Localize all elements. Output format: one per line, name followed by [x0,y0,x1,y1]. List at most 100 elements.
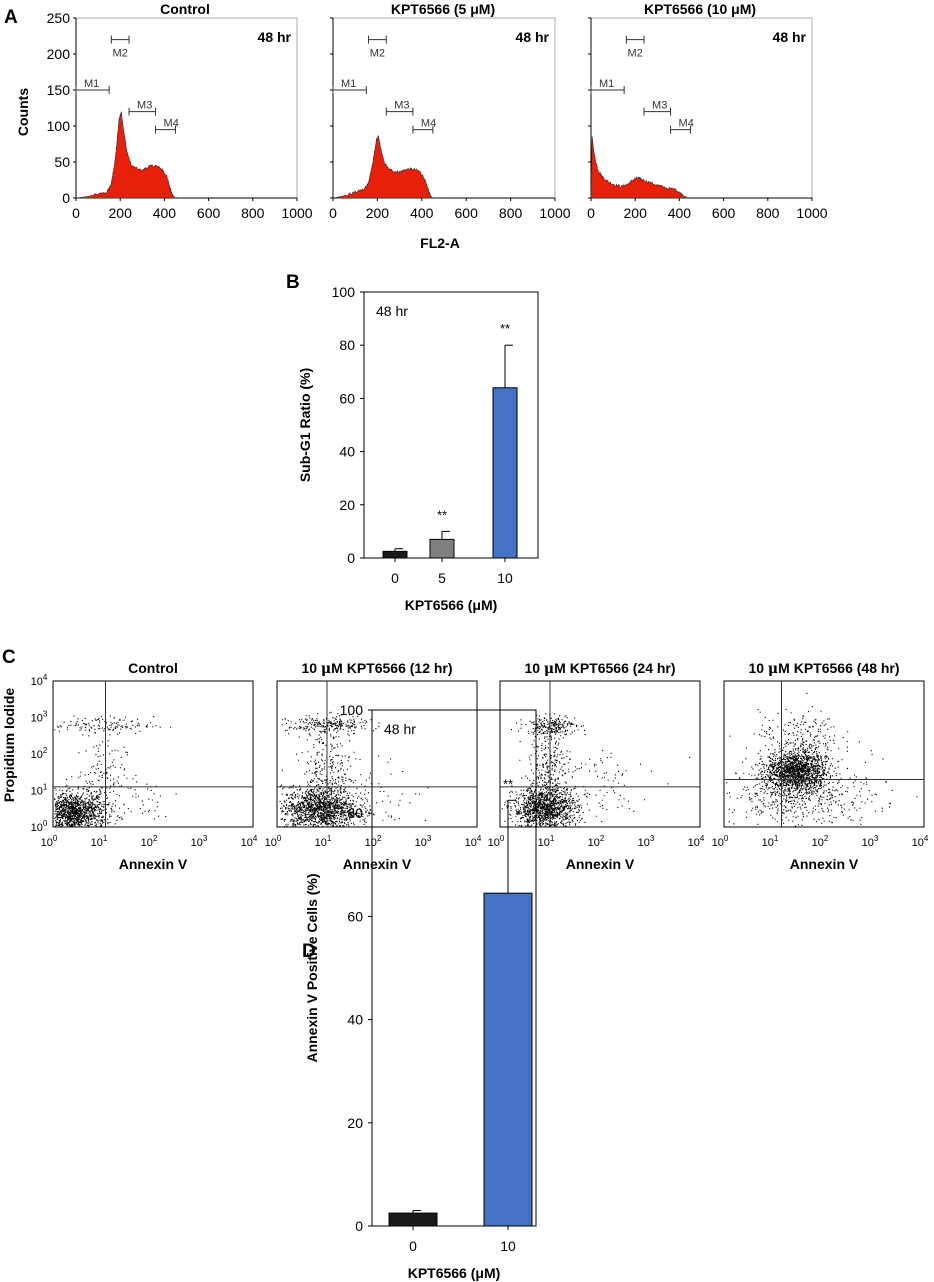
tick-base: 10 [415,837,427,849]
tick-base: 10 [812,837,824,849]
y-tick-label: 20 [339,497,355,513]
gate-marker-label: M3 [394,100,409,112]
gate-marker-label: M4 [164,118,179,130]
tick-base: 10 [712,837,724,849]
scatter-frame [276,680,478,828]
significance-mark: ** [500,321,510,336]
tick-base: 10 [912,837,924,849]
gate-marker-label: M1 [84,78,99,90]
y-axis-label: Annexin V Positive Cells (%) [304,873,320,1062]
x-tick-label: 1000 [281,205,312,221]
x-tick-label: 102 [812,834,829,849]
x-tick-label: 104 [912,834,929,849]
gate-marker-label: M2 [370,48,385,60]
tick-base: 10 [91,837,103,849]
x-tick-label: 103 [415,834,432,849]
y-tick-label: 100 [340,702,364,718]
tick-base: 10 [31,713,43,725]
y-tick-label: 50 [54,154,70,170]
x-tick-label: 100 [712,834,729,849]
title-part: 10 [524,660,543,676]
tick-base: 10 [241,837,253,849]
panel-letter-c: C [2,647,16,668]
x-tick-label: 600 [455,205,479,221]
panel-letter-a: A [4,7,18,28]
x-axis-label: Annexin V [343,856,412,872]
tick-exponent: 2 [377,834,382,843]
histogram-title: Control [160,1,210,17]
x-tick-label: 104 [688,834,705,849]
gate-marker-label: M3 [652,100,667,112]
tick-base: 10 [31,822,43,834]
tick-base: 10 [41,837,53,849]
scatter-title: 10 μM KPT6566 (48 hr) [748,660,899,677]
tick-exponent: 3 [43,710,48,719]
tick-exponent: 3 [874,834,879,843]
plot-frame [371,709,537,1227]
y-tick-label: 100 [332,284,356,300]
x-tick-label: 200 [366,205,390,221]
x-tick-label: 400 [668,205,692,221]
title-part: M KPT6566 (24 hr) [554,660,675,676]
gate-marker-label: M3 [137,100,152,112]
histogram-title: KPT6566 (10 μM) [644,1,756,17]
tick-base: 10 [315,837,327,849]
title-part: μ [768,661,778,677]
panel-a-histograms: Control 0 200 400 600 800 1000 0 50 100 150 200 250 4… [47,1,828,221]
tick-base: 10 [31,749,43,761]
x-tick-label: 104 [465,834,482,849]
tick-exponent: 2 [153,834,158,843]
y-tick-label: 40 [347,1012,363,1028]
histogram-area [75,111,177,199]
gate-marker-label: M1 [599,78,614,90]
x-tick-label: 800 [241,205,265,221]
x-axis-label: KPT6566 (μM) [405,597,498,613]
tick-base: 10 [465,837,477,849]
x-tick-label: 100 [265,834,282,849]
tick-exponent: 4 [253,834,258,843]
tick-base: 10 [191,837,203,849]
y-tick-label: 0 [62,190,70,206]
time-label: 48 hr [773,29,807,45]
tick-exponent: 1 [103,834,108,843]
tick-base: 10 [762,837,774,849]
histogram-frame [590,17,813,199]
tick-exponent: 4 [477,834,482,843]
bar [429,538,455,559]
y-tick-label: 60 [347,908,363,924]
bar [382,550,408,559]
tick-exponent: 1 [774,834,779,843]
tick-exponent: 3 [203,834,208,843]
x-tick-label: 101 [315,834,332,849]
panel-b-bar-chart: 0 20 40 60 80 100 0 5 ** 10 ** 48 hr KPT6566 (μM) Sub… [297,284,539,613]
histogram-area [332,135,434,199]
y-tick-label: 80 [339,337,355,353]
title-part: M KPT6566 (48 hr) [778,660,899,676]
scatter-dots [54,715,177,828]
y-tick-label: 103 [31,710,48,725]
x-tick-label: 101 [91,834,108,849]
title-part: μ [321,661,331,677]
y-tick-label: 200 [47,46,71,62]
panel-a-xlabel: FL2-A [420,235,460,251]
y-tick-label: 102 [31,746,48,761]
x-tick-label: 101 [762,834,779,849]
x-tick-label: 0 [72,205,80,221]
x-tick-label: 104 [241,834,258,849]
x-tick-label: 10 [497,570,513,586]
y-tick-label: 20 [347,1115,363,1131]
histogram-frame [332,17,556,199]
tick-base: 10 [688,837,700,849]
tick-exponent: 4 [43,673,48,682]
scatter-title: 10 μM KPT6566 (24 hr) [524,660,675,677]
x-axis-label: Annexin V [566,856,635,872]
tick-exponent: 0 [43,819,48,828]
y-tick-label: 40 [339,444,355,460]
tick-exponent: 1 [327,834,332,843]
tick-base: 10 [538,837,550,849]
x-tick-label: 10 [500,1238,516,1254]
gate-marker-label: M1 [341,78,356,90]
tick-base: 10 [31,786,43,798]
histogram-title: KPT6566 (5 μM) [391,1,495,17]
tick-base: 10 [488,837,500,849]
